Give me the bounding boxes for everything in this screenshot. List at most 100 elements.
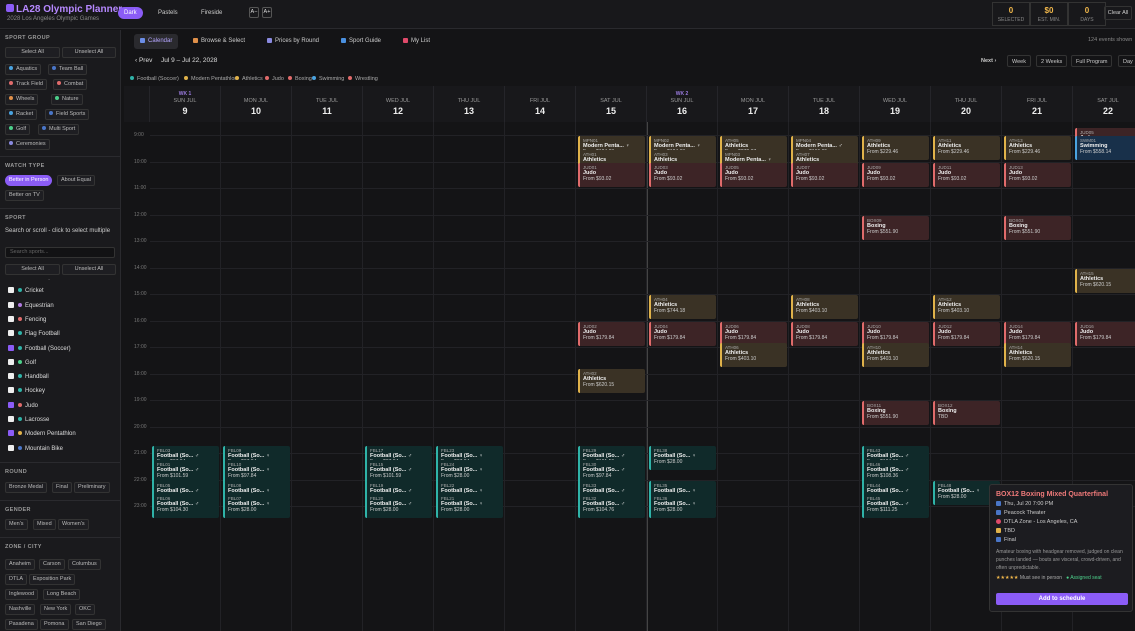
event-block[interactable]: FBL15 Football (So... ♂ From $101.59	[365, 459, 432, 484]
day-column[interactable]	[576, 122, 647, 631]
font-decrease-button[interactable]: A−	[249, 7, 259, 18]
event-block[interactable]: FBL32 Football (So... ♂ From $104.76	[578, 494, 645, 518]
sport-group-chip-combat[interactable]: Combat	[53, 79, 88, 90]
checkbox[interactable]	[8, 430, 14, 437]
next-button[interactable]: Next ›	[981, 58, 997, 64]
event-block[interactable]: FBL21 Football (So... ♀ From $28.00	[436, 494, 503, 518]
event-block[interactable]: JUD16 Judo From $179.84	[1075, 321, 1135, 346]
event-block[interactable]: JUD02 Judo From $179.84	[578, 321, 645, 346]
event-block[interactable]: JUD03 Judo From $93.02	[649, 162, 716, 187]
sport-item-modern-pentathlon[interactable]: Modern Pentathlon	[8, 429, 76, 440]
theme-dark-button[interactable]: Dark	[118, 7, 143, 19]
sport-group-chip-ceremonies[interactable]: Ceremonies	[5, 139, 50, 150]
event-block[interactable]: FBL45 Football (So... ♂ From $111.25	[862, 494, 929, 518]
checkbox[interactable]	[8, 287, 14, 294]
watch-better-in-person-chip[interactable]: Better in Person	[5, 175, 53, 186]
zone-chip-okc[interactable]: OKC	[75, 604, 95, 615]
event-block[interactable]: FBL10 Football (So... ♀ From $97.84	[223, 459, 290, 484]
day-column[interactable]	[647, 122, 718, 631]
day-column[interactable]	[434, 122, 505, 631]
sport-group-chip-team-ball[interactable]: Team Ball	[48, 64, 88, 75]
event-block[interactable]: ATH06 Athletics From $403.10	[720, 342, 787, 367]
tab-my-list[interactable]: My List	[397, 34, 436, 49]
checkbox[interactable]	[8, 401, 14, 408]
day-column[interactable]	[505, 122, 576, 631]
round-bronze-medal-chip[interactable]: Bronze Medal	[5, 482, 47, 493]
tab-browse-select[interactable]: Browse & Select	[187, 34, 251, 49]
tab-calendar[interactable]: Calendar	[134, 34, 179, 49]
gender-mixed-chip[interactable]: Mixed	[33, 519, 56, 530]
sport-group-select-all-button[interactable]: Select All	[5, 47, 60, 58]
view-week-button[interactable]: Week	[1007, 55, 1031, 67]
event-block[interactable]: FBL20 Football (So... ♂ From $28.00	[365, 494, 432, 518]
view-day-button[interactable]: Day	[1118, 55, 1135, 67]
event-block[interactable]: FBL38 Football (So... ♀ From $28.00	[649, 446, 716, 471]
gender-womens-chip[interactable]: Women's	[58, 519, 89, 530]
sport-item-handball[interactable]: Handball	[8, 372, 49, 383]
event-block[interactable]: FBL24 Football (So... ♀ From $28.00	[436, 459, 503, 484]
tab-sport-guide[interactable]: Sport Guide	[335, 34, 387, 49]
sport-item-cricket[interactable]: Cricket	[8, 286, 44, 297]
sport-group-chip-multi-sport[interactable]: Multi Sport	[38, 124, 80, 135]
event-block[interactable]: BOX12 Boxing TBD	[933, 401, 1000, 426]
zone-chip-san-diego[interactable]: San Diego	[72, 619, 106, 630]
event-block[interactable]: JUD05 Judo From $93.02	[720, 162, 787, 187]
day-column[interactable]	[860, 122, 931, 631]
checkbox[interactable]	[8, 315, 14, 322]
day-column[interactable]	[1002, 122, 1073, 631]
zone-chip-pomona[interactable]: Pomona	[40, 619, 69, 630]
tab-prices-by-round[interactable]: Prices by Round	[261, 34, 325, 49]
event-block[interactable]: FBL01 Football (So... ♂ From $101.59	[152, 459, 219, 484]
event-block[interactable]: FBL48 Football (So... ♀ From $28.00	[933, 480, 1000, 505]
event-block[interactable]: SWM01 Swimming From $558.14	[1075, 136, 1135, 161]
sport-item-equestrian[interactable]: Equestrian	[8, 301, 54, 312]
sport-select-all-button[interactable]: Select All	[5, 264, 60, 275]
event-block[interactable]: BOX09 Boxing From $551.90	[862, 215, 929, 240]
event-block[interactable]: ATH09 Athletics From $229.46	[862, 136, 929, 161]
round-final-chip[interactable]: Final	[52, 482, 72, 493]
sport-group-chip-field-sports[interactable]: Field Sports	[45, 109, 90, 120]
sport-unselect-all-button[interactable]: Unselect All	[62, 264, 116, 275]
clear-all-button[interactable]: Clear All	[1104, 6, 1132, 20]
event-block[interactable]: ATH10 Athletics From $403.10	[862, 342, 929, 367]
checkbox[interactable]	[8, 301, 14, 308]
zone-chip-carson[interactable]: Carson	[39, 559, 65, 570]
zone-chip-inglewood[interactable]: Inglewood	[5, 589, 39, 600]
event-block[interactable]: ATH13 Athletics From $229.46	[1004, 136, 1071, 161]
event-block[interactable]: JUD01 Judo From $93.02	[578, 162, 645, 187]
event-block[interactable]: ATH08 Athletics From $403.10	[791, 295, 858, 320]
event-block[interactable]: FBL46 Football (So... ♂ From $108.36	[862, 459, 929, 484]
sport-item-hockey[interactable]: Hockey	[8, 386, 45, 397]
sport-item-football-soccer[interactable]: Football (Soccer)	[8, 344, 71, 355]
sport-item-canoe-sprint[interactable]: Canoe Sprint	[8, 279, 60, 283]
checkbox[interactable]	[8, 330, 14, 337]
event-block[interactable]: ATH12 Athletics From $403.10	[933, 295, 1000, 320]
event-block[interactable]: FBL06 Football (So... ♂ From $104.30	[152, 494, 219, 518]
zone-chip-columbus[interactable]: Columbus	[68, 559, 101, 570]
sport-group-chip-track-field[interactable]: Track Field	[5, 79, 47, 90]
sport-item-lacrosse[interactable]: Lacrosse	[8, 415, 49, 426]
checkbox[interactable]	[8, 373, 14, 380]
zone-chip-dtla[interactable]: DTLA	[5, 574, 28, 585]
event-block[interactable]: BOX03 Boxing From $551.90	[1004, 215, 1071, 240]
add-to-schedule-button[interactable]: Add to schedule	[996, 593, 1128, 605]
sport-item-flag-football[interactable]: Flag Football	[8, 329, 60, 340]
sport-group-chip-nature[interactable]: Nature	[51, 94, 83, 105]
event-block[interactable]: JUD10 Judo From $179.84	[862, 321, 929, 346]
day-column[interactable]	[789, 122, 860, 631]
day-column[interactable]	[363, 122, 434, 631]
sport-item-golf[interactable]: Golf	[8, 358, 36, 369]
day-column[interactable]	[292, 122, 363, 631]
event-block[interactable]: JUD11 Judo From $93.02	[933, 162, 1000, 187]
sport-group-chip-wheels[interactable]: Wheels	[5, 94, 39, 105]
sport-search-input[interactable]: Search sports...	[5, 247, 115, 258]
event-block[interactable]: JUD12 Judo From $179.84	[933, 321, 1000, 346]
sport-item-fencing[interactable]: Fencing	[8, 315, 46, 326]
day-column[interactable]	[150, 122, 221, 631]
zone-chip-new-york[interactable]: New York	[40, 604, 72, 615]
event-block[interactable]: FBL30 Football (So... ♂ From $97.84	[578, 459, 645, 484]
sport-group-unselect-all-button[interactable]: Unselect All	[62, 47, 116, 58]
watch-better-on-tv-chip[interactable]: Better on TV	[5, 190, 44, 201]
zone-chip-exposition-park[interactable]: Exposition Park	[29, 574, 76, 585]
zone-chip-anaheim[interactable]: Anaheim	[5, 559, 35, 570]
